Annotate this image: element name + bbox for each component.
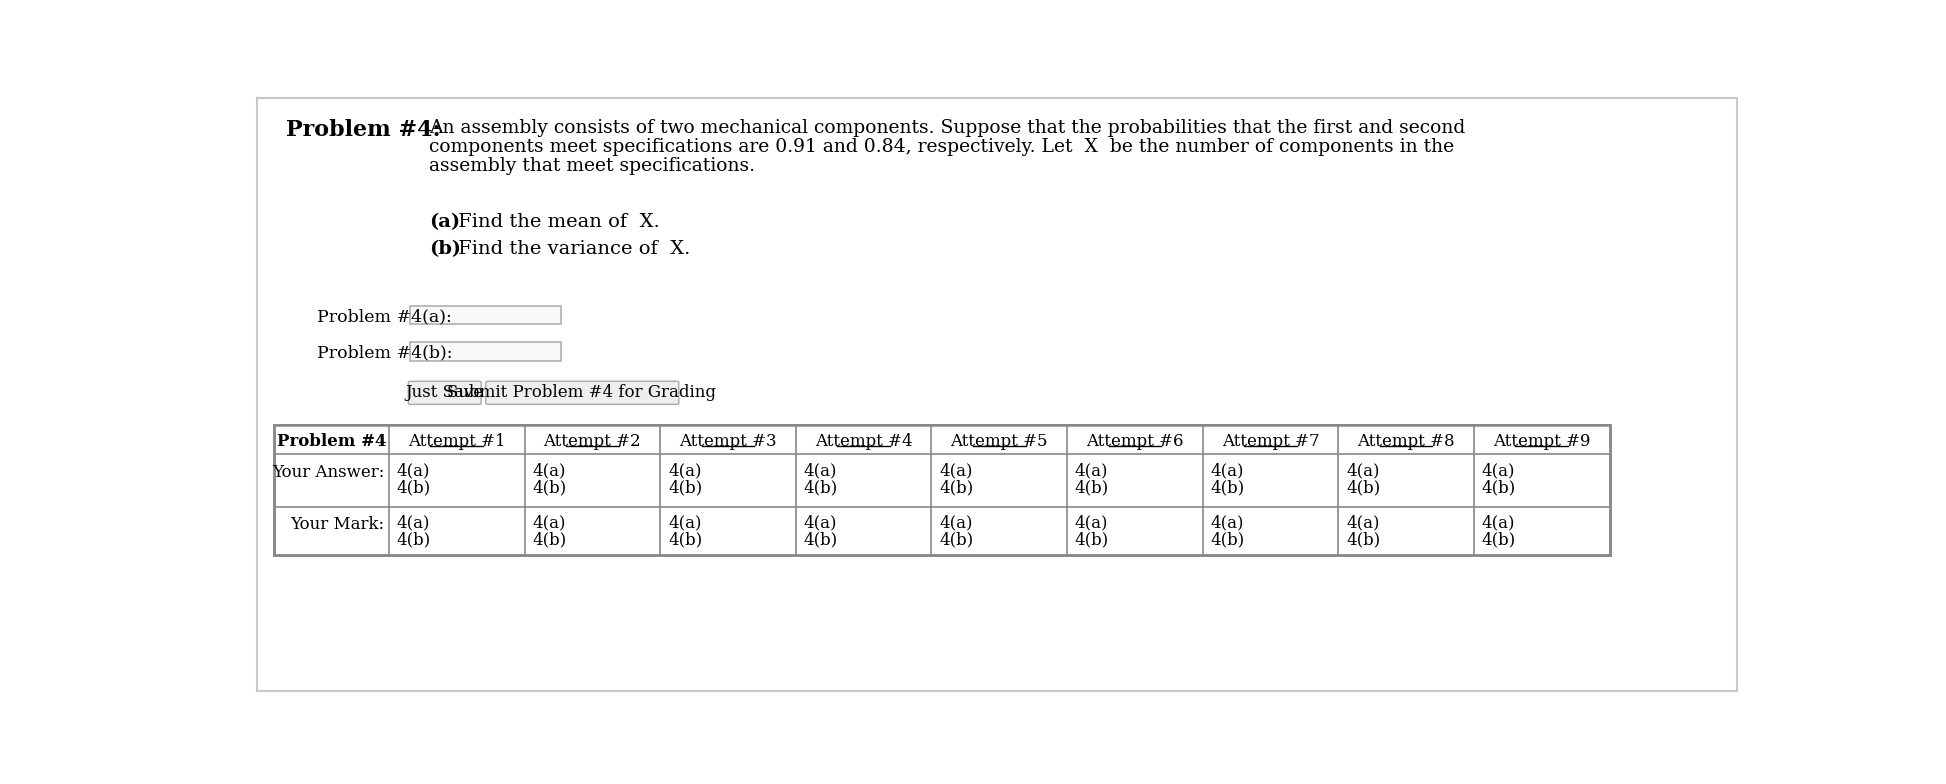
- Text: 4(b): 4(b): [1481, 479, 1516, 496]
- Text: 4(a): 4(a): [397, 462, 430, 479]
- Text: 4(a): 4(a): [667, 462, 701, 479]
- Text: Just Save: Just Save: [405, 383, 485, 401]
- Text: 4(a): 4(a): [1347, 514, 1380, 532]
- Text: 4(a): 4(a): [533, 514, 566, 532]
- FancyBboxPatch shape: [411, 342, 560, 361]
- Text: (b): (b): [430, 241, 461, 259]
- Text: 4(b): 4(b): [397, 479, 430, 496]
- Text: Problem #4(a):: Problem #4(a):: [317, 308, 451, 325]
- Text: Problem #4(b):: Problem #4(b):: [317, 344, 451, 361]
- Text: Attempt #4: Attempt #4: [815, 433, 913, 450]
- FancyBboxPatch shape: [411, 306, 560, 325]
- Text: assembly that meet specifications.: assembly that meet specifications.: [430, 158, 755, 175]
- Text: 4(b): 4(b): [1347, 479, 1380, 496]
- Text: 4(b): 4(b): [940, 479, 973, 496]
- Text: Your Mark:: Your Mark:: [290, 516, 383, 533]
- Text: Attempt #3: Attempt #3: [679, 433, 776, 450]
- Text: 4(b): 4(b): [804, 479, 839, 496]
- Text: Attempt #7: Attempt #7: [1222, 433, 1319, 450]
- Text: 4(a): 4(a): [1481, 514, 1516, 532]
- Text: 4(b): 4(b): [1481, 532, 1516, 549]
- Text: 4(b): 4(b): [940, 532, 973, 549]
- Text: 4(b): 4(b): [804, 532, 839, 549]
- Text: Attempt #5: Attempt #5: [950, 433, 1049, 450]
- Text: 4(a): 4(a): [1210, 462, 1243, 479]
- Text: Find the variance of  X.: Find the variance of X.: [453, 241, 691, 259]
- Text: Attempt #1: Attempt #1: [409, 433, 506, 450]
- Text: Find the mean of  X.: Find the mean of X.: [453, 213, 660, 231]
- Text: 4(a): 4(a): [940, 514, 973, 532]
- Text: 4(a): 4(a): [804, 514, 837, 532]
- Text: 4(b): 4(b): [533, 532, 566, 549]
- Text: 4(a): 4(a): [667, 514, 701, 532]
- Text: 4(a): 4(a): [1210, 514, 1243, 532]
- Text: Problem #4: Problem #4: [276, 433, 387, 450]
- Text: Your Answer:: Your Answer:: [272, 463, 383, 481]
- Text: 4(b): 4(b): [1074, 479, 1109, 496]
- Text: 4(b): 4(b): [533, 479, 566, 496]
- Text: An assembly consists of two mechanical components. Suppose that the probabilitie: An assembly consists of two mechanical c…: [430, 118, 1465, 136]
- Text: 4(b): 4(b): [1074, 532, 1109, 549]
- Text: 4(b): 4(b): [1210, 479, 1245, 496]
- Text: Attempt #9: Attempt #9: [1493, 433, 1590, 450]
- Text: 4(a): 4(a): [804, 462, 837, 479]
- FancyBboxPatch shape: [409, 381, 481, 405]
- Text: components meet specifications are 0.91 and 0.84, respectively. Let  X  be the n: components meet specifications are 0.91 …: [430, 138, 1454, 156]
- Text: 4(a): 4(a): [940, 462, 973, 479]
- Text: 4(a): 4(a): [1347, 462, 1380, 479]
- Text: 4(b): 4(b): [1347, 532, 1380, 549]
- Text: 4(a): 4(a): [397, 514, 430, 532]
- Text: 4(a): 4(a): [1074, 514, 1109, 532]
- Text: (a): (a): [430, 213, 461, 231]
- Text: 4(a): 4(a): [1074, 462, 1109, 479]
- Text: 4(b): 4(b): [667, 479, 703, 496]
- FancyBboxPatch shape: [486, 381, 679, 405]
- Text: Attempt #2: Attempt #2: [543, 433, 640, 450]
- Text: 4(b): 4(b): [667, 532, 703, 549]
- Text: Attempt #8: Attempt #8: [1356, 433, 1456, 450]
- Text: Attempt #6: Attempt #6: [1086, 433, 1183, 450]
- FancyBboxPatch shape: [274, 425, 1609, 554]
- Text: Submit Problem #4 for Grading: Submit Problem #4 for Grading: [448, 383, 716, 401]
- FancyBboxPatch shape: [257, 98, 1738, 691]
- Text: 4(b): 4(b): [1210, 532, 1245, 549]
- Text: 4(b): 4(b): [397, 532, 430, 549]
- Text: Problem #4:: Problem #4:: [286, 118, 440, 140]
- Text: 4(a): 4(a): [533, 462, 566, 479]
- Text: 4(a): 4(a): [1481, 462, 1516, 479]
